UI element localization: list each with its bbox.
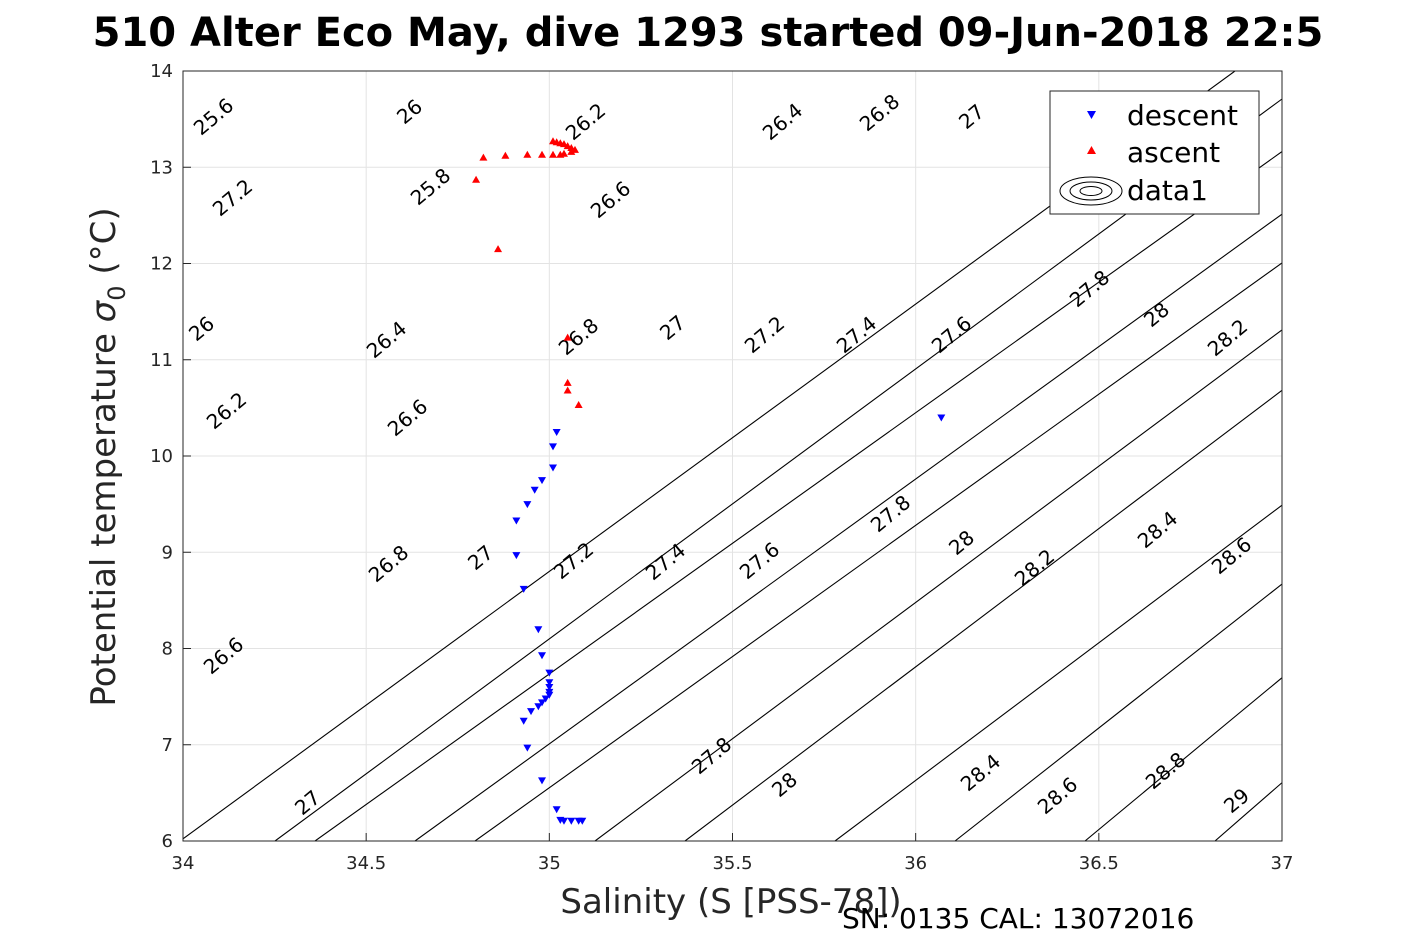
calibration-footer: SN: 0135 CAL: 13072016 bbox=[842, 902, 1194, 935]
y-tick-label: 11 bbox=[150, 350, 173, 371]
x-tick-label: 34 bbox=[172, 853, 195, 874]
legend-box bbox=[1049, 90, 1260, 215]
descent-point bbox=[519, 717, 528, 725]
descent-point bbox=[519, 585, 528, 593]
isopycnal-line bbox=[1365, 71, 1417, 841]
descent-point bbox=[559, 817, 568, 825]
ascent-point bbox=[563, 386, 572, 394]
legend-descent-label: descent bbox=[1127, 99, 1238, 132]
y-tick-label: 6 bbox=[162, 831, 173, 852]
y-axis-label-main: Potential temperature bbox=[84, 322, 124, 706]
descent-point bbox=[545, 679, 554, 687]
descent-point bbox=[545, 684, 554, 691]
y-tick-label: 12 bbox=[150, 254, 173, 275]
y-tick-label: 9 bbox=[162, 542, 173, 563]
isopycnal-line bbox=[414, 213, 1282, 841]
descent-point bbox=[530, 486, 539, 494]
ascent-point bbox=[563, 378, 572, 386]
descent-point bbox=[937, 414, 946, 422]
y-axis-label-subscript: 0 bbox=[103, 285, 131, 300]
descent-point bbox=[552, 428, 561, 436]
y-tick-label: 14 bbox=[150, 61, 173, 82]
descent-point bbox=[548, 464, 557, 472]
x-tick-label: 37 bbox=[1271, 853, 1294, 874]
descent-point bbox=[538, 477, 547, 485]
ascent-point bbox=[574, 400, 583, 408]
ascent-point bbox=[563, 333, 572, 341]
ascent-point bbox=[479, 153, 488, 161]
descent-point bbox=[578, 817, 587, 825]
legend-descent-marker bbox=[1087, 111, 1096, 119]
descent-point bbox=[538, 699, 547, 707]
descent-point bbox=[541, 695, 550, 703]
descent-point bbox=[512, 552, 521, 560]
data-series bbox=[472, 137, 946, 825]
descent-point bbox=[534, 703, 543, 711]
ascent-point bbox=[548, 150, 557, 158]
ascent-point bbox=[538, 150, 547, 158]
descent-point bbox=[523, 501, 532, 509]
ascent-point bbox=[494, 245, 503, 253]
descent-point bbox=[545, 691, 554, 699]
legend: descent ascent data1 bbox=[1049, 90, 1260, 215]
x-tick-label: 35.5 bbox=[712, 853, 752, 874]
isopycnal-line bbox=[1084, 677, 1282, 841]
series-ascent bbox=[472, 137, 583, 408]
descent-point bbox=[552, 806, 561, 814]
legend-ascent-marker bbox=[1087, 146, 1096, 154]
y-tick-label: 7 bbox=[162, 735, 173, 756]
isopycnal-line bbox=[684, 389, 1282, 841]
y-axis-ticks: 6 7 8 9 10 11 12 13 14 bbox=[150, 61, 191, 852]
ascent-point bbox=[556, 150, 565, 158]
y-axis-label-sigma: σ bbox=[84, 299, 124, 322]
y-tick-label: 13 bbox=[150, 157, 173, 178]
descent-point bbox=[538, 652, 547, 660]
ascent-point bbox=[501, 151, 510, 159]
y-tick-label: 10 bbox=[150, 446, 173, 467]
descent-point bbox=[548, 443, 557, 451]
descent-point bbox=[523, 744, 532, 752]
legend-data1-label: data1 bbox=[1127, 174, 1208, 207]
ascent-point bbox=[472, 175, 481, 183]
descent-point bbox=[512, 517, 521, 525]
isopycnal-line bbox=[834, 504, 1282, 841]
x-axis-ticks: 34 34.5 35 35.5 36 36.5 37 bbox=[172, 833, 1294, 874]
series-descent bbox=[512, 414, 946, 825]
x-axis-label: Salinity (S [PSS-78]) bbox=[560, 882, 901, 922]
x-tick-label: 36 bbox=[904, 853, 927, 874]
descent-point bbox=[545, 669, 554, 677]
descent-point bbox=[538, 777, 547, 785]
y-axis-label: Potential temperature σ0 (°C) bbox=[84, 207, 131, 706]
x-tick-label: 34.5 bbox=[346, 853, 386, 874]
legend-contour-icon bbox=[1059, 176, 1123, 206]
chart-title: 510 Alter Eco May, dive 1293 started 09-… bbox=[93, 10, 1324, 56]
ascent-point bbox=[567, 147, 576, 155]
descent-point bbox=[534, 626, 543, 634]
y-axis-label-unit: (°C) bbox=[84, 207, 124, 285]
legend-ascent-label: ascent bbox=[1127, 136, 1220, 169]
isopycnal-line bbox=[954, 582, 1282, 841]
isopycnal-line bbox=[474, 262, 1282, 841]
ascent-point bbox=[523, 150, 532, 158]
y-tick-label: 8 bbox=[162, 639, 173, 660]
x-tick-label: 36.5 bbox=[1079, 853, 1119, 874]
isopycnal-line bbox=[594, 329, 1282, 841]
x-tick-label: 35 bbox=[538, 853, 561, 874]
descent-point bbox=[567, 817, 576, 825]
descent-point bbox=[527, 708, 536, 716]
isopycnal-line bbox=[1300, 71, 1417, 841]
